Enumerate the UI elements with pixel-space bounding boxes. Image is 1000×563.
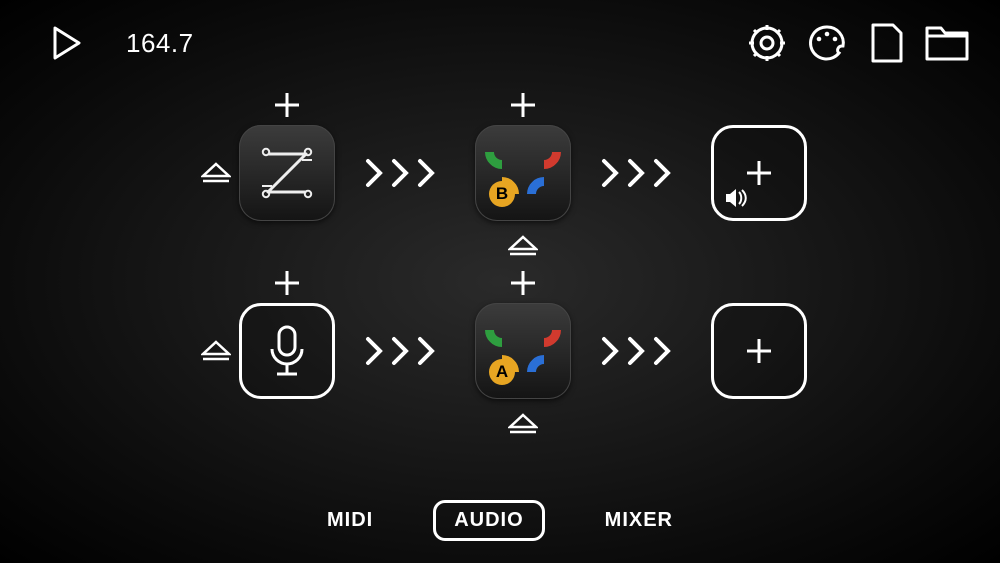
gear-icon xyxy=(746,22,788,64)
theme-button[interactable] xyxy=(804,20,850,66)
palette-icon xyxy=(806,22,848,64)
eject-icon xyxy=(508,413,538,435)
blank-doc-icon xyxy=(868,21,906,65)
effect-slot-row2[interactable]: A xyxy=(475,303,571,399)
plus-icon xyxy=(272,90,302,120)
slot-badge: A xyxy=(489,359,515,385)
folder-icon xyxy=(924,23,970,63)
quad-app-icon: B xyxy=(483,133,563,213)
eject-icon[interactable] xyxy=(201,340,231,362)
output-slot-row2[interactable] xyxy=(711,303,807,399)
slot-badge: B xyxy=(489,181,515,207)
play-icon xyxy=(52,26,82,60)
plus-icon xyxy=(508,90,538,120)
new-button[interactable] xyxy=(864,20,910,66)
play-button[interactable] xyxy=(44,20,90,66)
settings-button[interactable] xyxy=(744,20,790,66)
speaker-icon xyxy=(724,188,748,208)
plus-icon xyxy=(508,268,538,298)
mic-icon xyxy=(264,323,310,379)
plus-icon xyxy=(272,268,302,298)
tab-mixer[interactable]: MIXER xyxy=(585,501,693,540)
flow-arrows xyxy=(571,335,711,367)
z-app-icon xyxy=(254,140,320,206)
flow-arrows xyxy=(335,157,475,189)
effect-slot-row1[interactable]: B xyxy=(475,125,571,221)
open-button[interactable] xyxy=(924,20,970,66)
eject-effect-row2[interactable] xyxy=(475,413,571,435)
add-above-effect-row2[interactable] xyxy=(475,268,571,298)
output-slot-row1[interactable] xyxy=(711,125,807,221)
eject-icon xyxy=(508,235,538,257)
eject-effect-row1[interactable] xyxy=(475,235,571,257)
tab-audio[interactable]: AUDIO xyxy=(433,500,544,541)
tab-midi[interactable]: MIDI xyxy=(307,501,393,540)
add-above-source-row2[interactable] xyxy=(239,268,335,298)
tempo-display[interactable]: 164.7 xyxy=(126,28,194,59)
source-slot-row2[interactable] xyxy=(239,303,335,399)
add-above-source-row1[interactable] xyxy=(239,90,335,120)
quad-app-icon: A xyxy=(483,311,563,391)
flow-arrows xyxy=(335,335,475,367)
flow-arrows xyxy=(571,157,711,189)
add-above-effect-row1[interactable] xyxy=(475,90,571,120)
plus-icon xyxy=(744,336,774,366)
view-tabs: MIDI AUDIO MIXER xyxy=(0,500,1000,541)
plus-icon xyxy=(744,158,774,188)
routing-grid: B xyxy=(0,85,1000,435)
eject-icon[interactable] xyxy=(201,162,231,184)
source-slot-row1[interactable] xyxy=(239,125,335,221)
